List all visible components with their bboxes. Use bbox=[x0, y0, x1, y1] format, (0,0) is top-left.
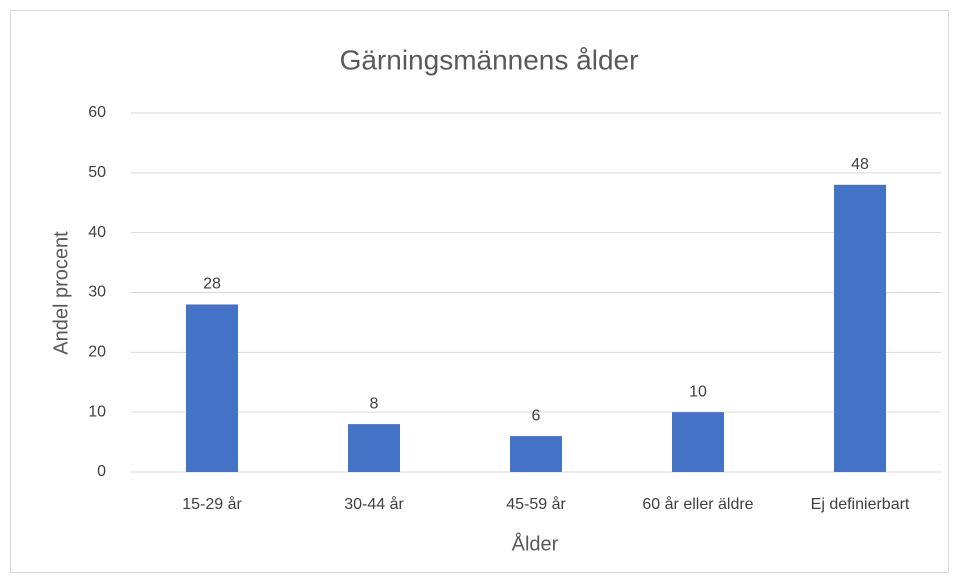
data-label: 48 bbox=[851, 156, 869, 173]
data-label: 8 bbox=[370, 395, 379, 412]
y-tick-label: 50 bbox=[88, 164, 106, 181]
x-tick-label: 45-59 år bbox=[506, 495, 566, 513]
x-axis-label: Ålder bbox=[512, 532, 559, 555]
x-tick-label: 15-29 år bbox=[182, 495, 242, 513]
bar bbox=[186, 304, 238, 472]
bar bbox=[348, 424, 400, 472]
y-axis-label: Andel procent bbox=[50, 231, 72, 355]
x-tick-label: 60 år eller äldre bbox=[642, 495, 753, 513]
x-tick-label: Ej definierbart bbox=[811, 496, 910, 513]
y-tick-label: 0 bbox=[97, 463, 106, 480]
bar bbox=[672, 412, 724, 472]
data-label: 6 bbox=[532, 407, 541, 424]
data-label: 10 bbox=[689, 383, 707, 400]
y-tick-label: 10 bbox=[88, 403, 106, 420]
chart-title: Gärningsmännens ålder bbox=[340, 44, 639, 75]
y-tick-label: 20 bbox=[88, 344, 106, 361]
bar bbox=[834, 184, 886, 473]
y-tick-label: 60 bbox=[88, 104, 106, 121]
bar bbox=[510, 436, 562, 472]
y-tick-label: 30 bbox=[88, 284, 106, 301]
y-tick-label: 40 bbox=[88, 224, 106, 241]
data-label: 28 bbox=[203, 276, 221, 293]
x-tick-label: 30-44 år bbox=[344, 495, 404, 513]
chart-border bbox=[10, 10, 949, 573]
